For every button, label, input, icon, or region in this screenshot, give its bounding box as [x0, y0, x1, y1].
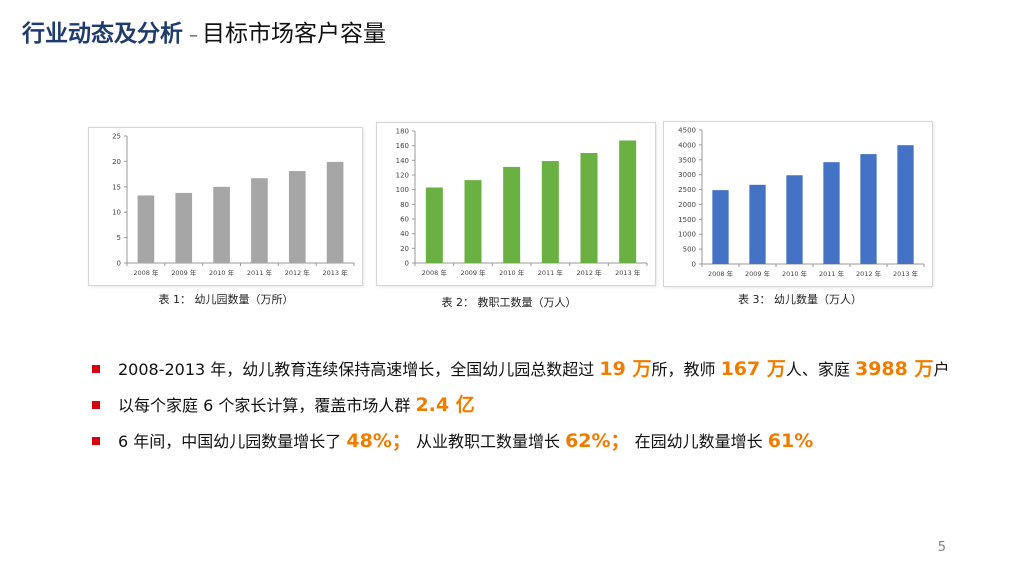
highlight-teacher-growth: 62%； [565, 430, 630, 452]
y-tick-label: 1000 [678, 231, 696, 239]
y-tick-label: 160 [396, 142, 409, 150]
y-tick-label: 5 [117, 234, 121, 242]
highlight-children-growth: 61% [767, 430, 814, 452]
y-tick-label: 0 [692, 261, 696, 269]
page-number: 5 [937, 540, 946, 555]
bullet-text: 所，教师 [651, 360, 716, 379]
chart-3-caption: 表 3： 幼儿数量（万人） [738, 293, 862, 306]
bar [860, 154, 877, 264]
y-tick-label: 1500 [678, 216, 696, 224]
highlight-kindergarten-growth: 48%； [346, 430, 411, 452]
bullet-text: 6 年间，中国幼儿园数量增长了 [118, 432, 342, 451]
bar [251, 178, 268, 263]
bar [175, 192, 193, 263]
chart-teachers: 0 20 40 60 80 100 120 140 160 180 2008 年 2009 年 2010… [376, 122, 656, 286]
title-separator: – [189, 25, 198, 46]
bar [619, 140, 637, 263]
x-tick-label: 2008 年 [133, 268, 159, 277]
bar [503, 166, 521, 263]
y-tick-label: 40 [400, 230, 409, 238]
x-tick-label: 2011 年 [819, 269, 845, 278]
highlight-teachers: 167 万 [720, 358, 786, 380]
y-tick-label: 180 [396, 128, 409, 136]
y-tick-label: 120 [396, 172, 409, 180]
bullet-square-icon [92, 365, 100, 373]
y-tick-label: 3500 [678, 156, 696, 164]
y-tick-label: 0 [405, 260, 409, 268]
bullet-square-icon [92, 401, 100, 409]
highlight-market-size: 2.4 亿 [415, 394, 475, 416]
bullet-list: 2008-2013 年，幼儿教育连续保持高速增长，全国幼儿园总数超过 19 万所… [92, 354, 952, 462]
x-tick-label: 2010 年 [782, 269, 808, 278]
chart-svg: 0 20 40 60 80 100 120 140 160 180 2008 年 2009 年 2010… [396, 128, 648, 277]
chart-svg: 0 5 10 15 20 25 2008 年 2009 年 2010 年 2011 年 2012 年… [112, 133, 355, 277]
y-tick-label: 60 [400, 216, 409, 224]
x-tick-label: 2010 年 [209, 268, 235, 277]
bullet-item-market: 以每个家庭 6 个家长计算，覆盖市场人群 2.4 亿 [92, 390, 952, 421]
page-title: 行业动态及分析 – 目标市场客户容量 [22, 14, 386, 48]
bar [213, 186, 230, 263]
y-tick-label: 100 [396, 186, 409, 194]
y-tick-label: 0 [117, 260, 121, 268]
x-tick-label: 2009 年 [745, 269, 771, 278]
bar [580, 153, 598, 263]
y-tick-label: 3000 [678, 171, 696, 179]
bar [541, 161, 559, 263]
y-tick-label: 140 [396, 157, 409, 165]
bar [823, 162, 840, 264]
x-tick-label: 2013 年 [323, 268, 349, 277]
x-tick-label: 2012 年 [576, 268, 602, 277]
bullet-text: 从业教职工数量增长 [415, 432, 560, 451]
bar [897, 145, 914, 264]
bullet-item-rates: 6 年间，中国幼儿园数量增长了 48%； 从业教职工数量增长 62%； 在园幼儿… [92, 426, 952, 457]
y-tick-label: 2500 [678, 186, 696, 194]
chart-children: 0 500 1000 1500 2000 2500 3000 3500 4000 4500 2008… [663, 121, 933, 287]
y-tick-label: 20 [112, 158, 121, 166]
x-tick-label: 2011 年 [247, 268, 273, 277]
bar [425, 187, 443, 263]
x-tick-label: 2012 年 [856, 269, 882, 278]
y-tick-label: 4500 [678, 127, 696, 135]
x-tick-label: 2009 年 [460, 268, 486, 277]
bar [712, 190, 729, 264]
x-tick-label: 2008 年 [708, 269, 734, 278]
bullet-text: 在园幼儿数量增长 [634, 432, 763, 451]
y-tick-label: 80 [400, 201, 409, 209]
y-tick-label: 10 [112, 209, 121, 217]
bar [326, 161, 344, 263]
y-tick-label: 25 [112, 133, 121, 141]
x-tick-label: 2012 年 [285, 268, 311, 277]
x-tick-label: 2008 年 [422, 268, 448, 277]
bar [137, 195, 155, 263]
bullet-text: 人、家庭 [785, 360, 850, 379]
x-tick-label: 2013 年 [615, 268, 641, 277]
x-tick-label: 2010 年 [499, 268, 525, 277]
highlight-families: 3988 万 [854, 358, 934, 380]
y-tick-label: 4000 [678, 141, 696, 149]
y-tick-label: 500 [683, 246, 696, 254]
chart-svg: 0 500 1000 1500 2000 2500 3000 3500 4000 4500 2008… [678, 127, 925, 278]
bar [464, 180, 482, 263]
chart-1-caption: 表 1： 幼儿园数量（万所） [158, 293, 294, 306]
bullet-text: 户 [933, 360, 950, 379]
x-tick-label: 2011 年 [538, 268, 564, 277]
title-subtitle: 目标市场客户容量 [202, 21, 386, 47]
bullet-item-growth: 2008-2013 年，幼儿教育连续保持高速增长，全国幼儿园总数超过 19 万所… [92, 354, 952, 385]
y-tick-label: 2000 [678, 201, 696, 209]
chart-2-caption: 表 2： 教职工数量（万人） [441, 296, 577, 309]
x-tick-label: 2009 年 [171, 268, 197, 277]
bullet-text: 2008-2013 年，幼儿教育连续保持高速增长，全国幼儿园总数超过 [118, 360, 595, 379]
bullet-text: 以每个家庭 6 个家长计算，覆盖市场人群 [118, 396, 411, 415]
y-tick-label: 20 [400, 245, 409, 253]
bar [288, 171, 306, 263]
y-tick-label: 15 [112, 183, 121, 191]
chart-kindergartens: 0 5 10 15 20 25 2008 年 2009 年 2010 年 2011 年 2012 年… [88, 127, 363, 286]
bar [749, 184, 766, 264]
highlight-kindergartens: 19 万 [599, 358, 652, 380]
x-tick-label: 2013 年 [893, 269, 919, 278]
bar [786, 175, 803, 264]
bullet-square-icon [92, 437, 100, 445]
title-main: 行业动态及分析 [22, 21, 183, 47]
